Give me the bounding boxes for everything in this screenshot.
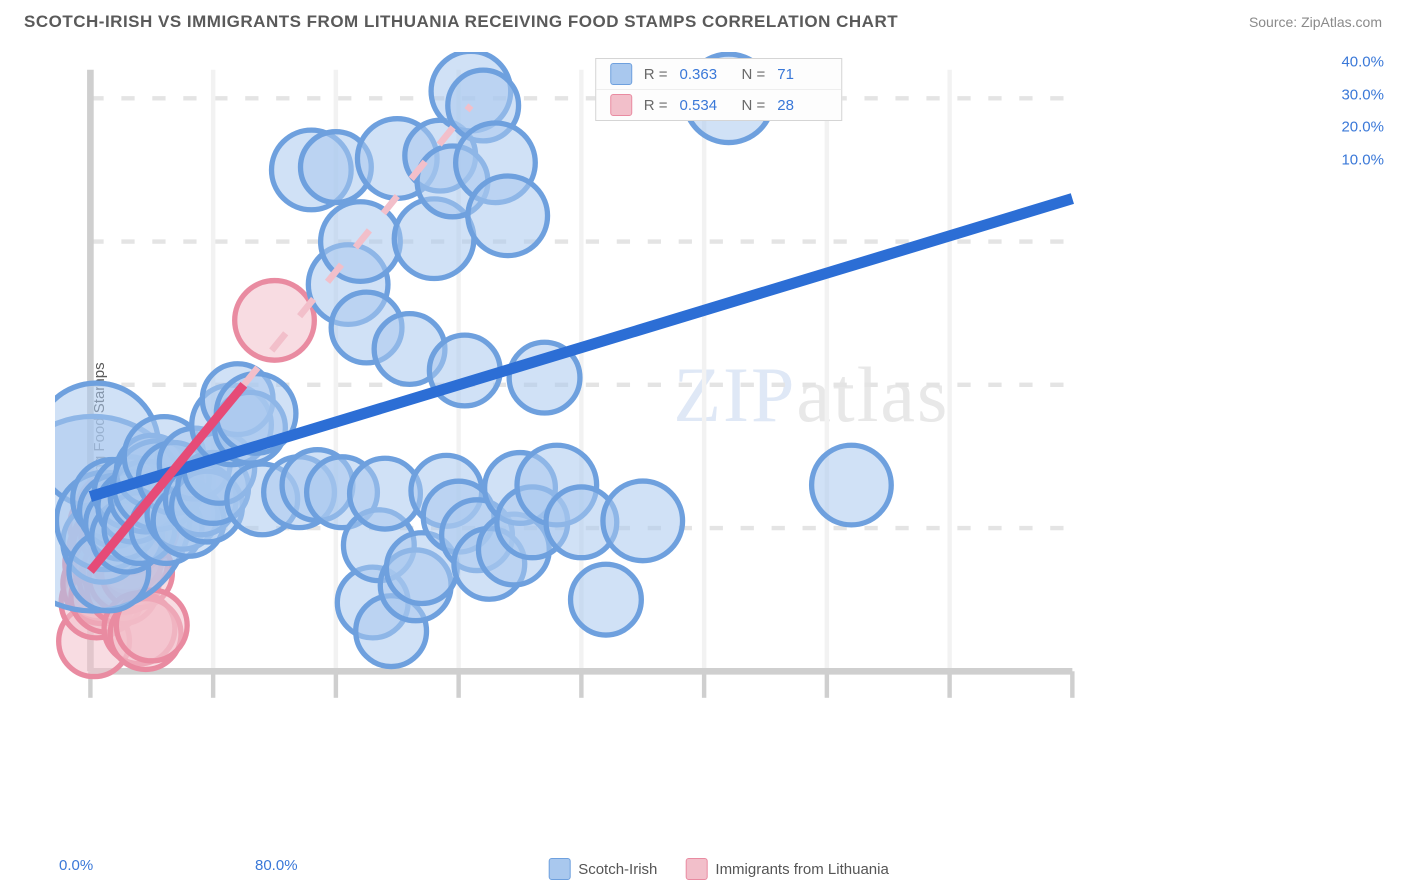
data-point	[603, 481, 683, 561]
x-tick-label: 80.0%	[255, 857, 298, 874]
legend-item: Scotch-Irish	[548, 858, 657, 880]
n-label: N =	[742, 66, 766, 83]
stats-legend-row: R = 0.534 N = 28	[596, 89, 842, 120]
legend-label: Immigrants from Lithuania	[715, 861, 888, 878]
legend-swatch	[610, 94, 632, 116]
r-value: 0.363	[680, 66, 730, 83]
legend-swatch	[548, 858, 570, 880]
stats-legend: R = 0.363 N = 71 R = 0.534 N = 28	[595, 58, 843, 121]
y-tick-label: 10.0%	[1341, 151, 1384, 168]
chart-area: Receiving Food Stamps ZIPatlas R =0.363N…	[55, 52, 1382, 832]
y-tick-label: 40.0%	[1341, 54, 1384, 71]
stats-legend-row: R = 0.363 N = 71	[596, 59, 842, 89]
y-tick-label: 30.0%	[1341, 86, 1384, 103]
y-tick-label: 20.0%	[1341, 119, 1384, 136]
n-value: 71	[777, 66, 827, 83]
data-point	[571, 564, 642, 635]
legend-swatch	[685, 858, 707, 880]
series-legend: Scotch-Irish Immigrants from Lithuania	[548, 858, 889, 880]
chart-title: SCOTCH-IRISH VS IMMIGRANTS FROM LITHUANI…	[24, 12, 898, 32]
r-label: R =	[644, 66, 668, 83]
source-label: Source: ZipAtlas.com	[1249, 14, 1382, 30]
r-label: R =	[644, 97, 668, 114]
x-tick-label: 0.0%	[59, 857, 93, 874]
data-point	[468, 176, 548, 256]
scatter-plot	[55, 52, 1382, 716]
r-value: 0.534	[680, 97, 730, 114]
n-label: N =	[742, 97, 766, 114]
data-point	[812, 445, 892, 525]
legend-label: Scotch-Irish	[578, 861, 657, 878]
legend-item: Immigrants from Lithuania	[685, 858, 888, 880]
legend-swatch	[610, 63, 632, 85]
n-value: 28	[777, 97, 827, 114]
